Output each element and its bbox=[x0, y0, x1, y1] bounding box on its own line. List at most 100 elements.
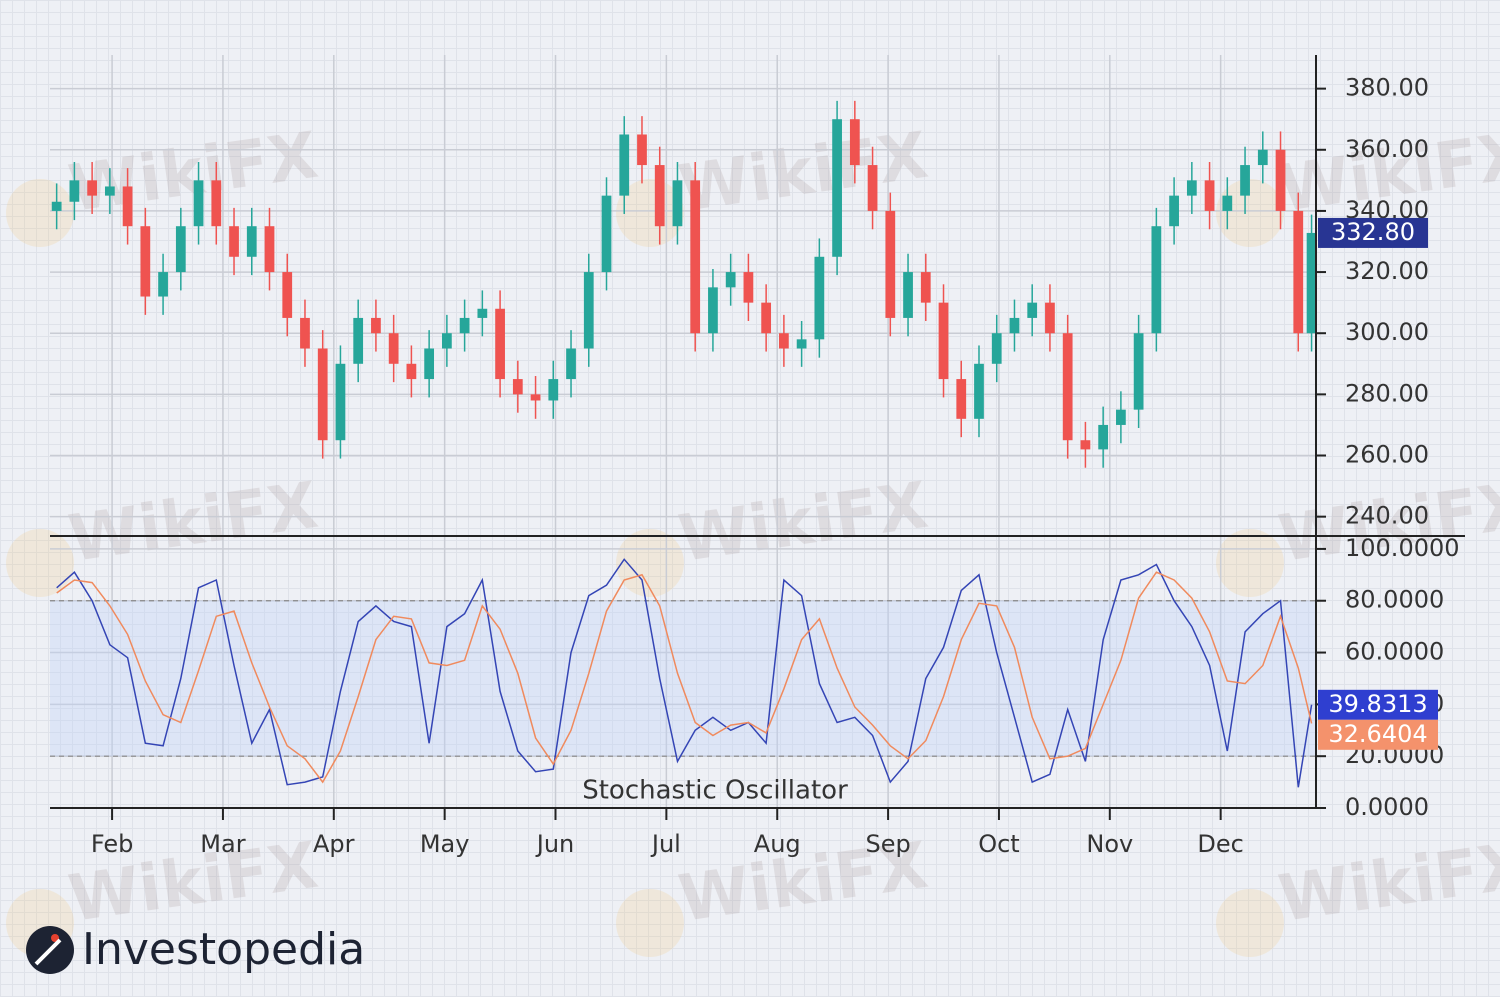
last-value-box bbox=[1318, 689, 1438, 720]
candle-body bbox=[51, 201, 62, 211]
candle-body bbox=[140, 226, 151, 297]
watermark-icon bbox=[6, 179, 74, 247]
candle-body bbox=[885, 210, 896, 318]
watermark-icon bbox=[1216, 179, 1284, 247]
candle-body bbox=[211, 180, 222, 227]
candle-body bbox=[512, 379, 523, 395]
candle-body bbox=[1240, 165, 1250, 196]
candle-body bbox=[104, 186, 115, 196]
candle-body bbox=[122, 186, 133, 227]
candle-body bbox=[371, 317, 381, 334]
candle-body bbox=[743, 272, 754, 303]
candle-body bbox=[317, 348, 328, 441]
y-tick-label: 240.00 bbox=[1345, 502, 1429, 530]
level-band bbox=[50, 600, 1316, 757]
x-tick-label: Oct bbox=[978, 830, 1020, 858]
candle-body bbox=[1204, 180, 1215, 211]
watermark-icon bbox=[1216, 529, 1284, 597]
candle-body bbox=[353, 317, 364, 364]
candle-body bbox=[619, 134, 630, 196]
brand-name: Investopedia bbox=[82, 924, 365, 975]
y-tick-label: 280.00 bbox=[1345, 379, 1429, 407]
candle-body bbox=[974, 363, 984, 419]
watermark-icon bbox=[6, 529, 74, 597]
candle-body bbox=[246, 226, 257, 257]
candle-body bbox=[601, 195, 612, 273]
candle-body bbox=[229, 226, 239, 257]
x-tick-label: Jun bbox=[535, 830, 575, 858]
candle-body bbox=[424, 348, 435, 380]
oscillator-line bbox=[56, 571, 1313, 784]
candle-body bbox=[637, 134, 647, 166]
y-tick-label: 260.00 bbox=[1345, 441, 1429, 469]
x-tick-label: Feb bbox=[91, 830, 134, 858]
candle-body bbox=[956, 379, 967, 419]
y-tick-label: 320.00 bbox=[1345, 257, 1429, 285]
last-value-label: 32.6404 bbox=[1328, 720, 1427, 748]
candle-body bbox=[69, 180, 80, 202]
candle-body bbox=[495, 308, 505, 380]
last-value-label: 39.8313 bbox=[1328, 690, 1427, 718]
x-tick-label: Sep bbox=[865, 830, 910, 858]
y-tick-label: 80.0000 bbox=[1345, 586, 1444, 614]
watermark: WikiFX bbox=[674, 469, 932, 577]
candle-body bbox=[264, 226, 275, 273]
x-tick-label: Apr bbox=[313, 830, 355, 858]
candle-body bbox=[193, 180, 204, 227]
candle-body bbox=[1306, 232, 1317, 334]
candle-body bbox=[1009, 317, 1020, 334]
candle-body bbox=[1116, 409, 1126, 425]
candle-body bbox=[335, 363, 346, 441]
x-tick-label: Mar bbox=[200, 830, 245, 858]
y-tick-label: 0.0000 bbox=[1345, 793, 1429, 821]
last-price-box bbox=[1318, 217, 1428, 248]
oscillator-title: Stochastic Oscillator bbox=[582, 776, 848, 806]
candle-body bbox=[441, 333, 452, 349]
candle-body bbox=[849, 119, 860, 166]
watermark: WikiFX bbox=[1274, 829, 1500, 937]
candle-body bbox=[832, 119, 842, 257]
plot bbox=[50, 100, 1317, 788]
candle-body bbox=[388, 333, 399, 364]
candle-body bbox=[867, 165, 878, 211]
candle-body bbox=[1293, 210, 1304, 334]
candle-body bbox=[530, 394, 541, 401]
candle-body bbox=[300, 317, 310, 349]
candle-body bbox=[708, 287, 718, 334]
candle-body bbox=[761, 302, 772, 334]
candle-body bbox=[87, 180, 98, 196]
candle-body bbox=[1133, 333, 1144, 410]
brand-logo: Investopedia bbox=[26, 924, 365, 975]
candle-body bbox=[1186, 180, 1197, 196]
x-tick-label: Nov bbox=[1086, 830, 1133, 858]
candle-body bbox=[796, 339, 807, 349]
candle-body bbox=[991, 333, 1002, 364]
candle-body bbox=[1045, 302, 1055, 334]
candle-body bbox=[903, 272, 913, 318]
last-price-label: 332.80 bbox=[1331, 218, 1415, 246]
candle-body bbox=[282, 272, 293, 318]
candle-body bbox=[406, 363, 417, 380]
candle-body bbox=[938, 302, 949, 380]
candle-body bbox=[779, 333, 789, 349]
candle-body bbox=[566, 348, 576, 380]
candle-body bbox=[1151, 226, 1162, 334]
candle-body bbox=[672, 180, 683, 227]
candle-body bbox=[1222, 195, 1233, 211]
x-tick-label: Jul bbox=[650, 830, 681, 858]
candle-body bbox=[654, 165, 665, 227]
last-value-box bbox=[1318, 719, 1438, 750]
candle-body bbox=[725, 272, 736, 288]
candle-body bbox=[814, 256, 825, 340]
candle-body bbox=[583, 272, 594, 349]
candle-body bbox=[158, 272, 168, 297]
x-tick-label: May bbox=[420, 830, 470, 858]
y-tick-label: 100.0000 bbox=[1345, 534, 1460, 562]
candle-body bbox=[175, 226, 186, 273]
y-tick-label: 60.0000 bbox=[1345, 638, 1444, 666]
x-tick-label: Dec bbox=[1197, 830, 1243, 858]
candle-body bbox=[477, 308, 488, 318]
candle-body bbox=[1275, 149, 1286, 211]
candle-body bbox=[920, 272, 931, 303]
